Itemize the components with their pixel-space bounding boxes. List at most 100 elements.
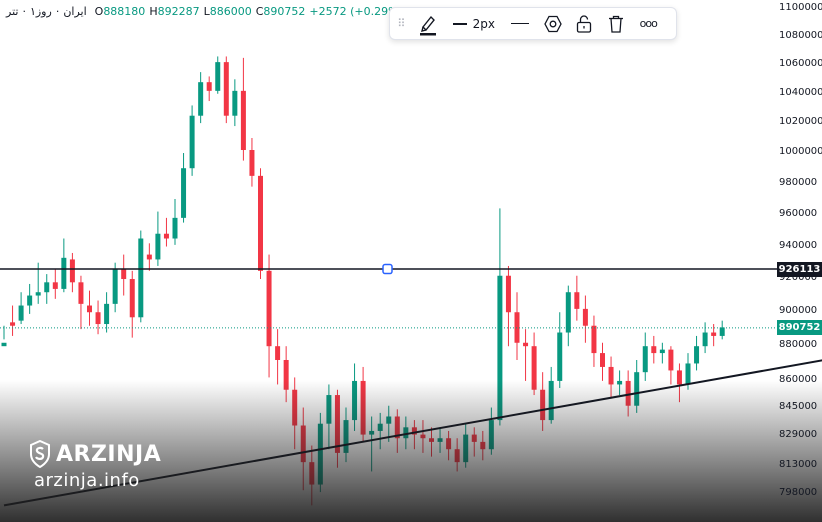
thickness-icon xyxy=(452,22,467,25)
ohlc-legend: تتر · ۱روز · ایران O 888180 H 892287 L 8860… xyxy=(6,5,403,18)
line-color-button[interactable] xyxy=(416,11,440,37)
change-value: +2572 (+0.29%) xyxy=(309,5,403,18)
unlock-icon xyxy=(577,14,592,33)
candle[interactable] xyxy=(275,329,281,385)
candle-body xyxy=(240,90,246,151)
horizontal-line-handle[interactable] xyxy=(382,263,393,275)
candle[interactable] xyxy=(694,335,700,371)
candle[interactable] xyxy=(95,300,101,335)
candle-body xyxy=(172,217,178,239)
legend-separator: · xyxy=(55,5,60,18)
candle[interactable] xyxy=(61,238,67,293)
candle[interactable] xyxy=(189,105,195,176)
candle-body xyxy=(189,115,195,169)
candle-body xyxy=(249,150,255,176)
candle[interactable] xyxy=(52,269,58,299)
candle-body xyxy=(35,292,41,296)
settings-button[interactable] xyxy=(542,11,564,37)
candle-body xyxy=(266,270,272,347)
candle[interactable] xyxy=(181,153,187,223)
candle[interactable] xyxy=(206,76,212,102)
bottom-fade-overlay xyxy=(0,380,822,522)
candle-body xyxy=(95,312,101,325)
candle[interactable] xyxy=(711,324,717,347)
candle[interactable] xyxy=(223,56,229,124)
candle-body xyxy=(198,82,204,116)
candle[interactable] xyxy=(104,292,110,333)
candle[interactable] xyxy=(1,325,7,347)
candle-body xyxy=(155,233,161,260)
horizontal-line-price: 926113 xyxy=(778,263,821,275)
price-axis-label: 1080000 xyxy=(779,29,822,41)
candle[interactable] xyxy=(668,346,674,385)
thickness-label: 2px xyxy=(472,16,495,31)
candle-body xyxy=(608,366,614,385)
candle[interactable] xyxy=(87,290,92,326)
candle-body xyxy=(1,342,7,347)
candle[interactable] xyxy=(642,332,648,381)
candle-body xyxy=(121,269,127,280)
candle[interactable] xyxy=(163,217,169,247)
candle[interactable] xyxy=(600,342,605,381)
candle-body xyxy=(275,346,281,360)
candle[interactable] xyxy=(591,315,597,367)
high-label: H xyxy=(149,5,158,18)
candle[interactable] xyxy=(155,211,161,266)
delete-button[interactable] xyxy=(605,11,627,37)
price-axis-label: 920000 xyxy=(779,272,818,284)
candle[interactable] xyxy=(719,320,725,340)
candle[interactable] xyxy=(514,292,520,360)
candle[interactable] xyxy=(121,254,127,296)
candle[interactable] xyxy=(129,270,135,338)
price-axis-label: 900000 xyxy=(779,305,818,317)
candle[interactable] xyxy=(523,329,529,381)
candle[interactable] xyxy=(69,252,75,293)
candle[interactable] xyxy=(18,292,24,325)
candle-body xyxy=(61,257,67,289)
candle[interactable] xyxy=(574,275,580,321)
candle-body xyxy=(163,233,169,239)
candle[interactable] xyxy=(44,274,50,304)
candle[interactable] xyxy=(138,230,144,323)
candle[interactable] xyxy=(27,283,33,314)
candle[interactable] xyxy=(266,254,272,378)
trash-icon xyxy=(608,15,623,33)
price-axis-label: 845000 xyxy=(779,400,818,412)
candle[interactable] xyxy=(565,285,571,347)
candle[interactable] xyxy=(146,243,152,271)
candle-body xyxy=(694,346,700,364)
candle[interactable] xyxy=(240,57,246,161)
candle[interactable] xyxy=(10,305,16,336)
line-thickness-button[interactable]: 2px xyxy=(449,11,498,37)
candle[interactable] xyxy=(78,275,84,330)
candle[interactable] xyxy=(582,295,588,343)
candle[interactable] xyxy=(651,335,657,364)
candle[interactable] xyxy=(215,56,221,94)
candle[interactable] xyxy=(505,265,511,347)
low-value: 886000 xyxy=(209,5,252,18)
candle-body xyxy=(258,175,263,271)
candle[interactable] xyxy=(702,322,708,354)
interval-label[interactable]: ۱روز xyxy=(29,5,52,18)
symbol-name[interactable]: تتر xyxy=(6,5,19,18)
more-button[interactable]: ooo xyxy=(637,11,661,37)
price-axis-label: 980000 xyxy=(779,176,818,188)
candle[interactable] xyxy=(112,262,118,313)
candle[interactable] xyxy=(172,199,178,245)
price-axis-label: 1060000 xyxy=(779,57,822,69)
candle[interactable] xyxy=(258,168,263,280)
exchange-label: ایران xyxy=(63,5,87,18)
candle[interactable] xyxy=(249,137,255,187)
more-dots-icon: ooo xyxy=(639,17,658,30)
candle[interactable] xyxy=(557,312,563,388)
line-style-button[interactable] xyxy=(508,11,532,37)
candle[interactable] xyxy=(659,342,665,364)
candle[interactable] xyxy=(232,79,238,127)
brand-name: ARZINJA xyxy=(56,441,162,467)
drag-handle-icon[interactable]: ⠿ xyxy=(397,17,405,30)
lock-button[interactable] xyxy=(573,11,595,37)
pencil-icon xyxy=(419,15,436,35)
candle-body xyxy=(711,332,717,336)
candle[interactable] xyxy=(198,72,204,124)
